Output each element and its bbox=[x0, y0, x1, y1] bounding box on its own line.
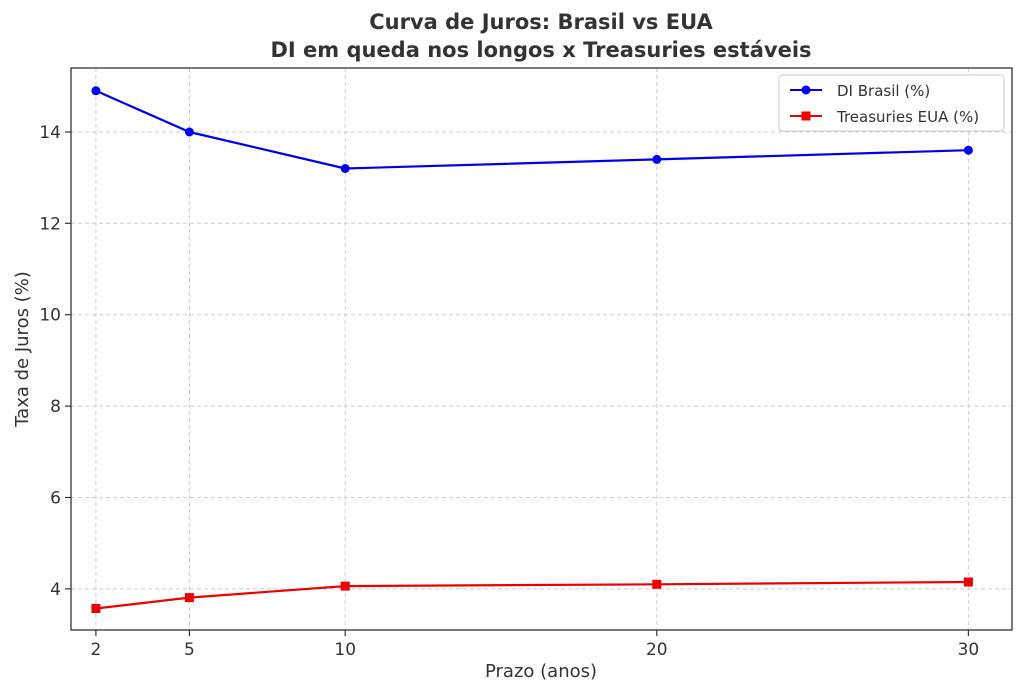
chart-title-line2: DI em queda nos longos x Treasuries está… bbox=[270, 38, 811, 62]
ticks-layer: 2 5 10 20 30 4 6 8 10 12 14 bbox=[39, 123, 979, 660]
legend-label-di-brasil: DI Brasil (%) bbox=[837, 82, 930, 100]
series-line-treasuries-eua bbox=[95, 580, 969, 610]
y-tick-label: 8 bbox=[50, 397, 61, 417]
legend-box bbox=[778, 74, 1005, 132]
plot-frame bbox=[70, 67, 1013, 631]
data-point-di-brasil bbox=[340, 164, 350, 173]
data-point-treasuries-eua bbox=[652, 579, 662, 589]
x-tick-label: 20 bbox=[646, 640, 668, 660]
y-tick-label: 4 bbox=[50, 580, 61, 600]
x-tick-label: 5 bbox=[184, 640, 195, 660]
legend-marker-di-brasil bbox=[801, 85, 811, 95]
x-axis-label: Prazo (anos) bbox=[485, 661, 597, 682]
legend-label-treasuries-eua: Treasuries EUA (%) bbox=[836, 108, 979, 126]
data-point-di-brasil bbox=[963, 145, 973, 155]
y-tick-label: 14 bbox=[39, 123, 61, 143]
y-axis-label: Taxa de Juros (%) bbox=[12, 271, 33, 428]
data-point-treasuries-eua bbox=[91, 604, 101, 613]
chart-title-line1: Curva de Juros: Brasil vs EUA bbox=[369, 10, 713, 34]
data-point-treasuries-eua bbox=[340, 581, 350, 591]
data-point-treasuries-eua bbox=[184, 593, 194, 603]
data-point-treasuries-eua bbox=[963, 577, 973, 587]
x-tick-label: 10 bbox=[334, 640, 356, 660]
y-tick-label: 10 bbox=[39, 306, 61, 326]
x-tick-label: 2 bbox=[90, 640, 101, 660]
data-point-di-brasil bbox=[184, 127, 194, 137]
legend-marker-treasuries-eua bbox=[801, 111, 811, 121]
y-tick-label: 12 bbox=[39, 214, 61, 234]
data-point-di-brasil bbox=[652, 154, 662, 164]
legend: DI Brasil (%) Treasuries EUA (%) bbox=[778, 74, 1005, 132]
y-tick-label: 6 bbox=[50, 489, 61, 509]
series-layer bbox=[91, 86, 973, 613]
x-tick-label: 30 bbox=[958, 640, 980, 660]
data-point-di-brasil bbox=[91, 86, 101, 96]
